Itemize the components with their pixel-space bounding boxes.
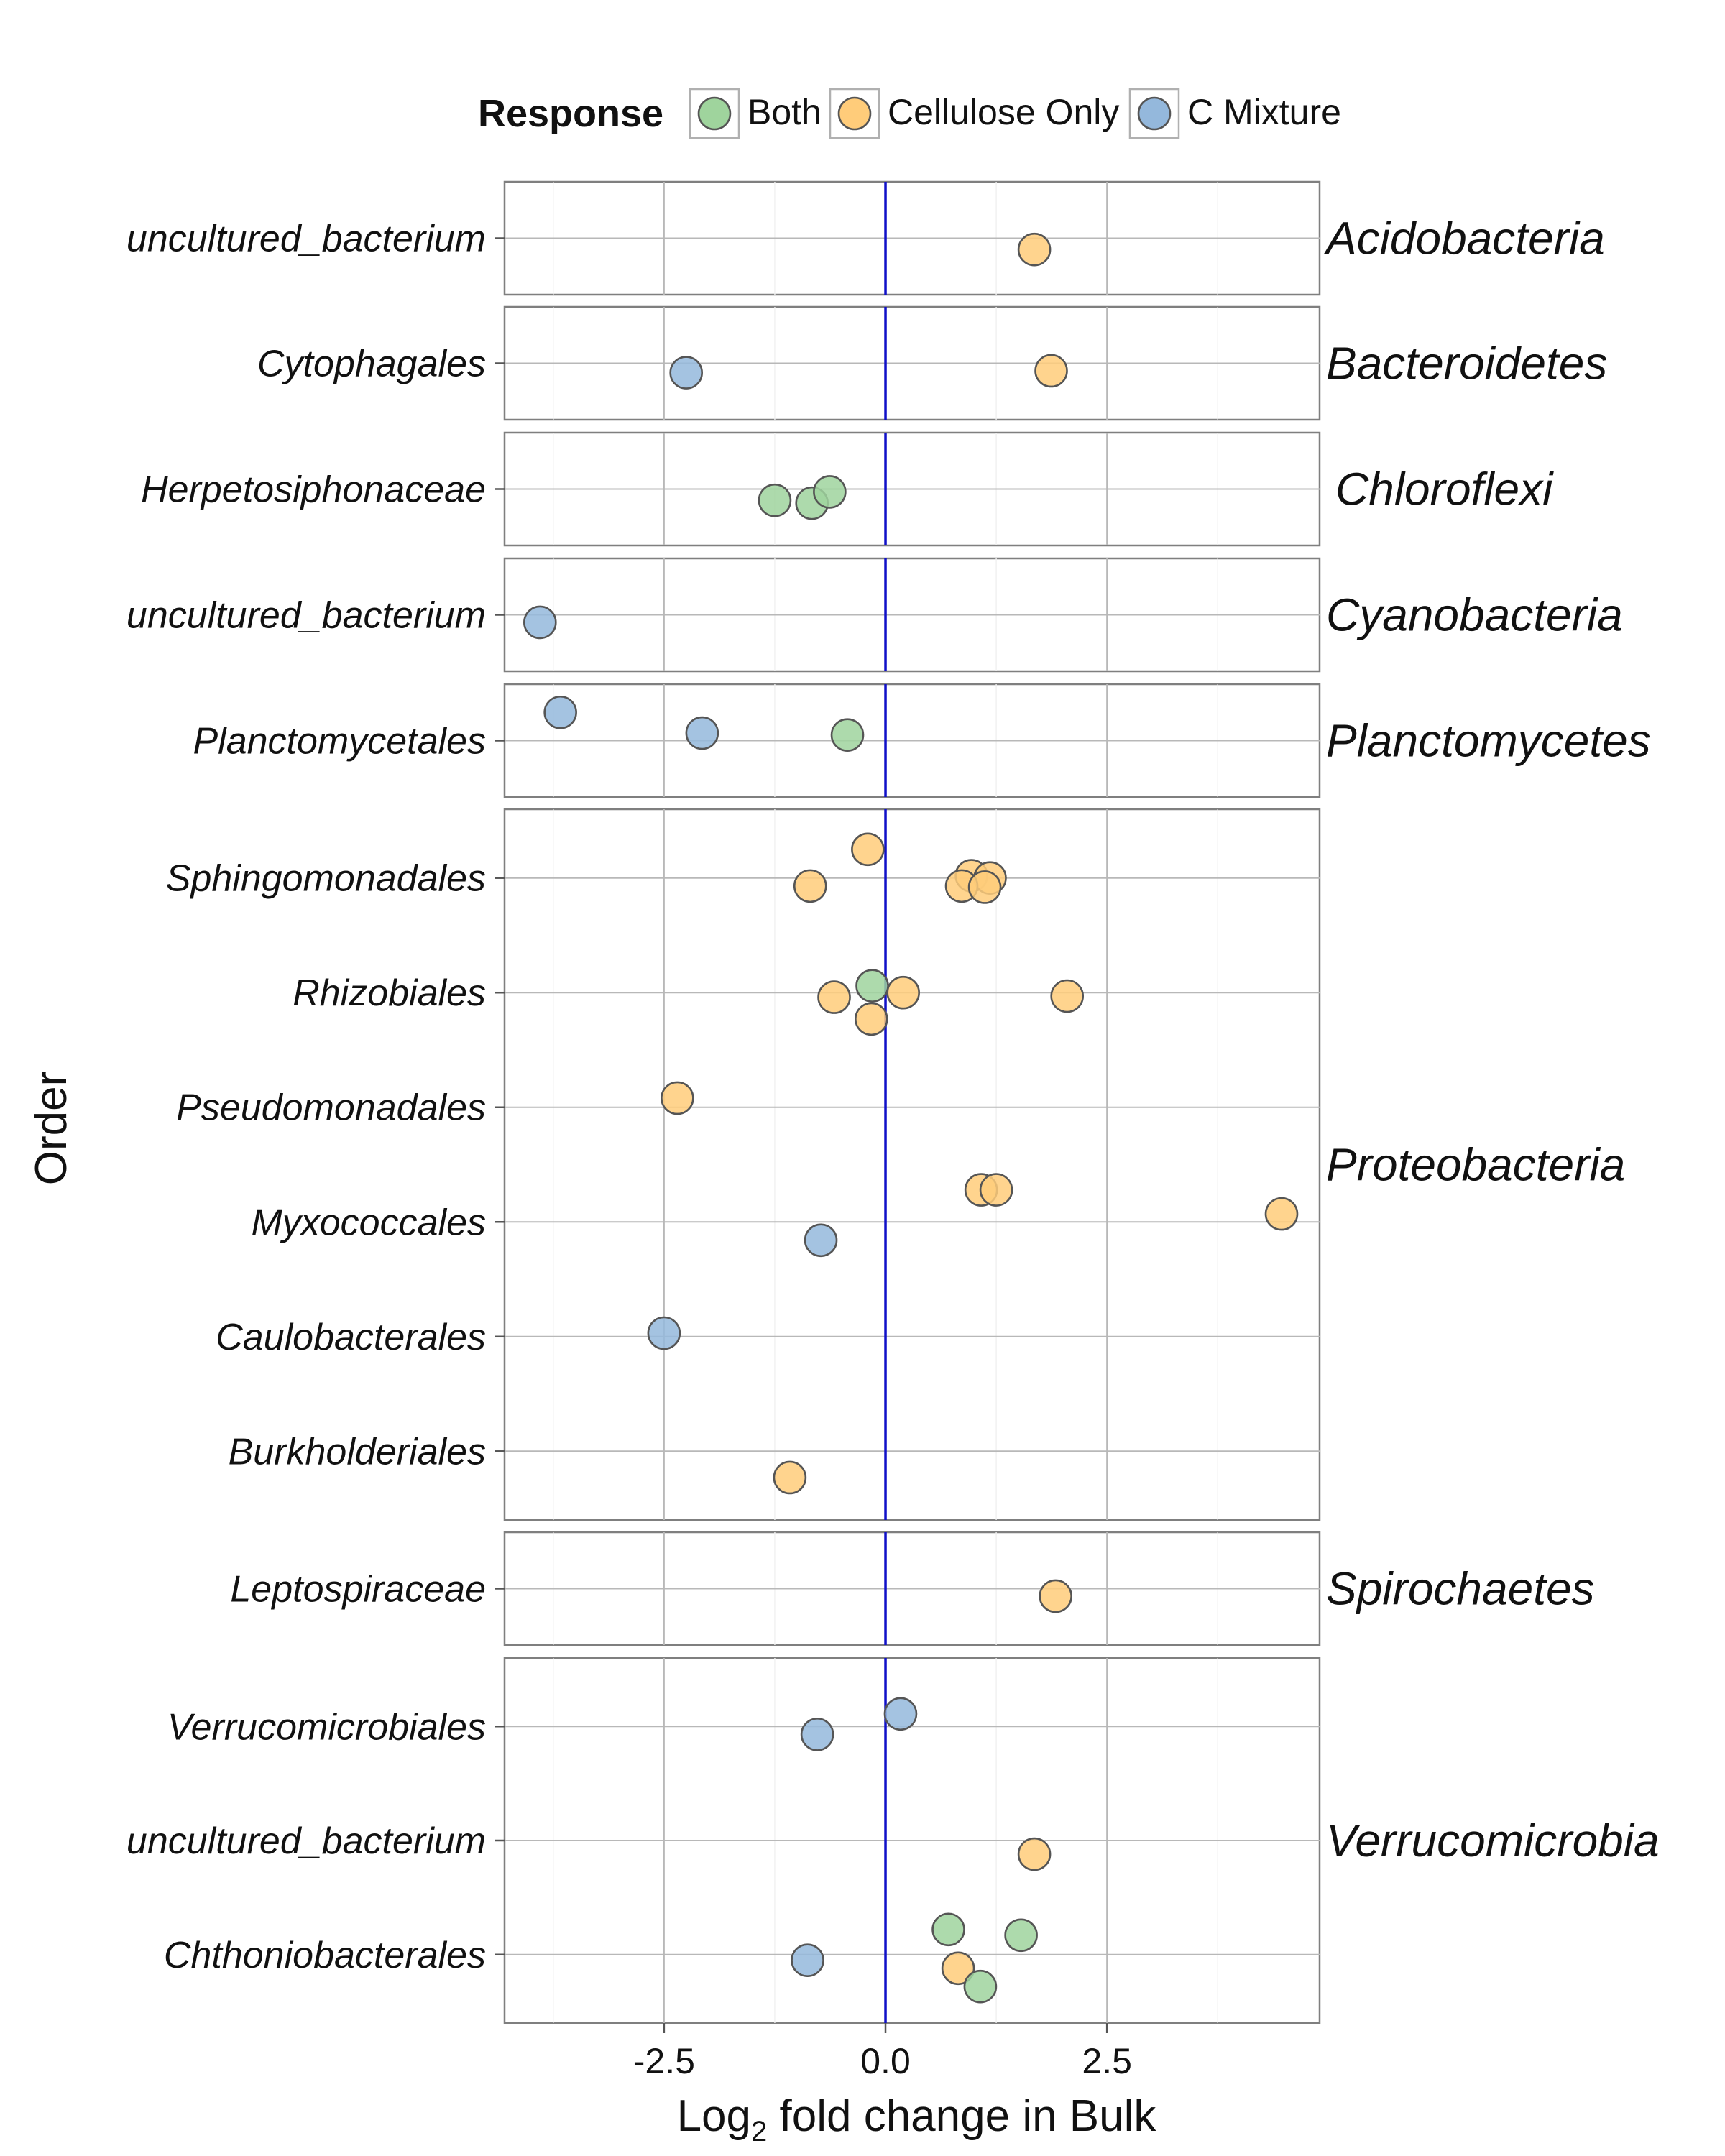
- x-tick-label: -2.5: [633, 2041, 695, 2081]
- data-point: [1039, 1579, 1072, 1613]
- data-point: [543, 695, 577, 729]
- data-point: [685, 716, 719, 750]
- data-point: [758, 483, 792, 517]
- data-point: [773, 1460, 807, 1495]
- facet-panel: Cytophagales Bacteroidetes: [257, 305, 1607, 421]
- y-tick-label: Verrucomicrobiales: [167, 1706, 486, 1748]
- data-point: [883, 1697, 918, 1731]
- facet-panel: Sphingomonadales Rhizobiales Pseudomonadal…: [166, 808, 1625, 1521]
- y-tick-label: Myxococcales: [251, 1202, 486, 1243]
- y-tick-label: Herpetosiphonaceae: [141, 469, 486, 511]
- data-point: [647, 1316, 681, 1350]
- facet-panel: uncultured_bacterium Acidobacteria: [126, 180, 1605, 296]
- data-point: [855, 1002, 888, 1036]
- data-point: [855, 969, 889, 1003]
- data-point: [669, 356, 703, 390]
- panel-background: [503, 808, 1321, 1521]
- phylum-strip-label: Bacteroidetes: [1326, 338, 1607, 390]
- phylum-strip-label: Verrucomicrobia: [1326, 1815, 1660, 1866]
- x-axis-title: Log2 fold change in Bulk: [677, 2091, 1157, 2147]
- data-point: [523, 605, 557, 640]
- y-tick-label: Burkholderiales: [229, 1431, 486, 1473]
- data-point: [661, 1081, 694, 1115]
- data-point: [830, 718, 865, 752]
- legend-swatch: [837, 96, 872, 131]
- data-point: [963, 1969, 998, 2004]
- legend-label: C Mixture: [1187, 92, 1341, 132]
- y-tick-label: uncultured_bacterium: [126, 218, 486, 260]
- data-point: [793, 869, 827, 903]
- legend-title: Response: [478, 92, 663, 135]
- x-tick-label: 2.5: [1082, 2041, 1132, 2081]
- y-tick-label: uncultured_bacterium: [126, 595, 486, 637]
- data-point: [1050, 979, 1085, 1013]
- data-point: [817, 980, 851, 1014]
- data-point: [813, 475, 847, 509]
- phylum-strip-label: Proteobacteria: [1326, 1139, 1625, 1191]
- facet-panel: Verrucomicrobiales uncultured_bacterium Ch…: [126, 1657, 1660, 2024]
- data-point: [979, 1173, 1013, 1207]
- facet-panel: uncultured_bacterium Cyanobacteria: [126, 557, 1623, 673]
- legend: Response Both Cellulose Only C Mixture: [478, 88, 1341, 139]
- data-point: [1264, 1197, 1299, 1231]
- facet-panel: Planctomycetales Planctomycetes: [193, 683, 1651, 798]
- data-point: [932, 1912, 965, 1947]
- x-tick-label: 0.0: [860, 2041, 911, 2081]
- data-point: [886, 975, 920, 1010]
- phylum-strip-label: Cyanobacteria: [1326, 589, 1623, 641]
- legend-label: Both: [748, 92, 822, 132]
- data-point: [791, 1943, 824, 1977]
- y-tick-label: Rhizobiales: [293, 972, 486, 1014]
- phylum-strip-label: Planctomycetes: [1326, 715, 1651, 767]
- facet-panel: Herpetosiphonaceae Chloroflexi: [141, 431, 1554, 547]
- y-tick-label: uncultured_bacterium: [126, 1820, 486, 1862]
- legend-swatch: [697, 96, 732, 131]
- x-axis-title-main: fold change in Bulk: [780, 2091, 1157, 2141]
- data-point: [967, 870, 1002, 904]
- y-axis-title: Order: [27, 1072, 76, 1185]
- panels: uncultured_bacterium Acidobacteria Cytopha…: [126, 180, 1660, 2024]
- phylum-strip-label: Spirochaetes: [1326, 1563, 1595, 1615]
- y-tick-label: Chthoniobacterales: [164, 1935, 486, 1976]
- data-point: [1017, 232, 1052, 267]
- y-tick-label: Pseudomonadales: [176, 1087, 486, 1129]
- legend-swatch: [1137, 96, 1172, 131]
- phylum-strip-label: Chloroflexi: [1335, 464, 1554, 515]
- data-point: [800, 1718, 834, 1751]
- data-point: [1004, 1918, 1038, 1953]
- y-tick-label: Caulobacterales: [216, 1317, 486, 1358]
- legend-label: Cellulose Only: [888, 92, 1119, 132]
- y-tick-label: Leptospiraceae: [230, 1569, 486, 1611]
- phylum-strip-label: Acidobacteria: [1323, 213, 1605, 264]
- data-point: [1034, 354, 1068, 388]
- facet-panel: Leptospiraceae Spirochaetes: [230, 1531, 1595, 1646]
- x-axis: -2.5 0.0 2.5: [633, 2023, 1132, 2081]
- x-axis-title-subscript: 2: [751, 2116, 767, 2147]
- y-tick-label: Sphingomonadales: [166, 858, 486, 900]
- data-point: [1017, 1837, 1052, 1871]
- y-tick-label: Planctomycetales: [193, 721, 486, 763]
- y-tick-label: Cytophagales: [257, 344, 486, 385]
- x-axis-title-prefix: Log: [677, 2091, 751, 2141]
- data-point: [851, 832, 885, 867]
- data-point: [941, 1951, 975, 1986]
- data-point: [804, 1223, 838, 1258]
